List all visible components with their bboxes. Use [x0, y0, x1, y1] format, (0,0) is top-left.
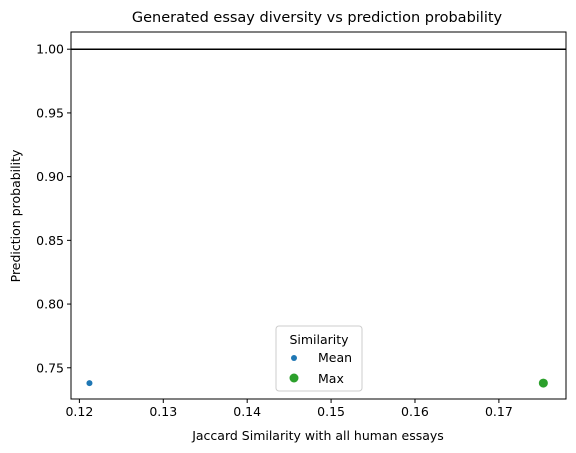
x-tick-label: 0.12 [65, 404, 93, 419]
y-tick-label: 0.75 [36, 360, 64, 375]
scatter-point-max [538, 378, 548, 388]
scatter-point-mean [86, 380, 93, 387]
legend-label-mean: Mean [318, 350, 352, 365]
y-tick-label: 0.90 [36, 169, 64, 184]
x-tick-label: 0.16 [401, 404, 429, 419]
data-points [86, 378, 548, 388]
legend-marker-max [289, 373, 299, 383]
y-tick-label: 0.95 [36, 105, 64, 120]
x-tick-label: 0.17 [485, 404, 513, 419]
legend: Similarity Mean Max [275, 325, 363, 392]
legend-label-max: Max [318, 371, 344, 386]
x-axis-ticks: 0.12 0.13 0.14 0.15 0.16 0.17 [65, 399, 513, 419]
y-axis-ticks: 0.75 0.80 0.85 0.90 0.95 1.00 [36, 42, 71, 375]
x-tick-label: 0.13 [149, 404, 177, 419]
y-tick-label: 0.85 [36, 233, 64, 248]
x-tick-label: 0.15 [317, 404, 345, 419]
chart-title: Generated essay diversity vs prediction … [132, 10, 503, 26]
x-tick-label: 0.14 [233, 404, 261, 419]
y-tick-label: 0.80 [36, 297, 64, 312]
x-axis-label: Jaccard Similarity with all human essays [191, 428, 444, 443]
legend-marker-mean [291, 355, 297, 361]
legend-title: Similarity [289, 332, 349, 347]
y-axis-label: Prediction probability [8, 149, 23, 282]
legend-frame [275, 325, 363, 392]
y-tick-label: 1.00 [36, 42, 64, 57]
